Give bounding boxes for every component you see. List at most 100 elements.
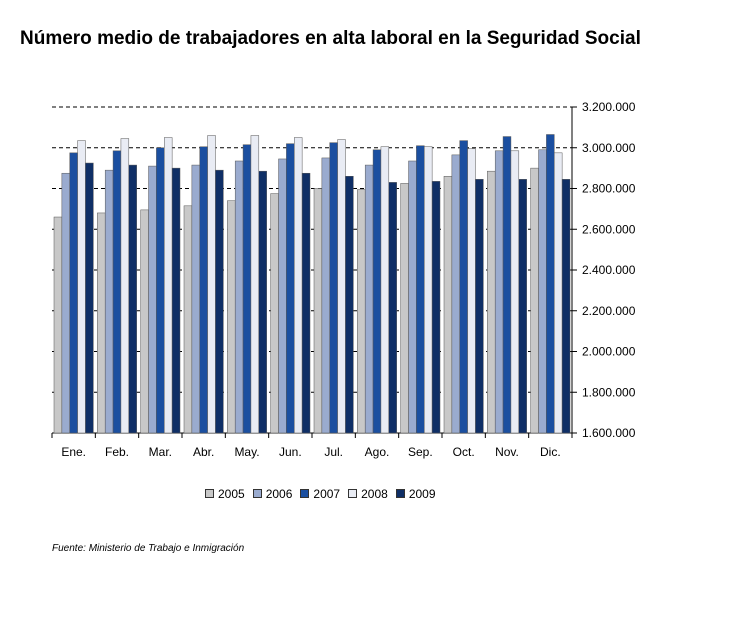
- bar-2006-May.: [234, 160, 244, 434]
- x-tick-label: Sep.: [408, 445, 433, 459]
- bar-2006-Nov.: [494, 150, 504, 434]
- source-note: Fuente: Ministerio de Trabajo e Inmigrac…: [52, 543, 245, 554]
- legend-label: 2008: [361, 487, 388, 501]
- x-tick-label: Ago.: [365, 445, 390, 459]
- bar-2008-Jun.: [294, 137, 303, 434]
- y-tick-label: 2.000.000: [582, 345, 636, 359]
- bar-2009-Sep.: [431, 181, 441, 434]
- y-tick-label: 3.000.000: [582, 141, 636, 155]
- bar-2005-Nov.: [487, 170, 496, 434]
- bar-2008-May.: [250, 135, 260, 434]
- bar-2005-Oct.: [443, 176, 453, 434]
- bar-2006-Abr.: [191, 164, 200, 434]
- bar-2007-Oct.: [459, 140, 468, 434]
- bar-2009-Jun.: [301, 172, 311, 434]
- bar-2008-Oct.: [467, 148, 476, 434]
- legend-swatch: [252, 489, 262, 498]
- bar-2007-Nov.: [502, 136, 512, 434]
- legend-label: 2006: [265, 487, 293, 501]
- bar-2008-Ene.: [77, 140, 86, 434]
- bar-2007-Sep.: [416, 145, 425, 434]
- bar-2007-Feb.: [112, 150, 122, 434]
- x-tick-label: Feb.: [105, 445, 129, 459]
- x-tick-label: Abr.: [193, 445, 214, 459]
- bar-2005-Jul.: [313, 188, 323, 434]
- bar-2005-Abr.: [183, 205, 193, 434]
- legend-item-2008: 2008: [348, 487, 388, 501]
- bar-2009-Nov.: [518, 179, 527, 434]
- bar-2007-Ene.: [69, 152, 78, 434]
- bar-2008-Feb.: [120, 138, 130, 434]
- bar-2008-Ago.: [380, 146, 390, 434]
- y-tick-label: 2.800.000: [582, 182, 636, 196]
- legend-item-2006: 2006: [252, 487, 293, 501]
- bar-2008-Mar.: [164, 137, 173, 434]
- bar-2006-Oct.: [451, 154, 460, 434]
- bar-2006-Feb.: [104, 169, 114, 434]
- bar-2009-Ago.: [388, 182, 397, 434]
- x-tick-label: Mar.: [149, 445, 172, 459]
- x-tick-label: Jun.: [279, 445, 302, 459]
- legend-label: 2005: [218, 487, 245, 501]
- bar-2006-Mar.: [148, 165, 157, 434]
- chart-legend: 2005 2006 2007 2008 2009: [205, 487, 444, 501]
- bar-2005-Ago.: [357, 189, 366, 434]
- bar-2005-Dic.: [530, 167, 539, 434]
- bar-2007-Jun.: [286, 143, 295, 434]
- legend-swatch: [205, 489, 214, 498]
- y-tick-label: 1.800.000: [582, 385, 636, 399]
- bar-2006-Ene.: [61, 172, 70, 434]
- bar-2006-Sep.: [408, 160, 417, 434]
- y-tick-label: 1.600.000: [582, 426, 636, 440]
- legend-label: 2009: [408, 487, 436, 501]
- bar-2008-Sep.: [424, 146, 433, 434]
- bar-2007-Jul.: [329, 142, 338, 434]
- x-tick-label: Jul.: [324, 445, 343, 459]
- bar-2009-Ene.: [85, 162, 94, 434]
- legend-label: 2007: [313, 487, 341, 501]
- y-tick-label: 2.400.000: [582, 263, 636, 277]
- bar-2008-Nov.: [510, 150, 520, 434]
- legend-item-2009: 2009: [395, 487, 436, 501]
- legend-item-2007: 2007: [300, 487, 340, 501]
- bar-2005-Mar.: [140, 209, 149, 434]
- bar-2009-Abr.: [215, 169, 224, 434]
- y-tick-label: 3.200.000: [582, 100, 636, 114]
- legend-swatch: [300, 489, 310, 498]
- bar-2005-Jun.: [270, 193, 279, 434]
- bar-2005-Sep.: [400, 183, 409, 434]
- y-tick-label: 2.600.000: [582, 222, 636, 236]
- x-tick-label: Nov.: [495, 445, 519, 459]
- legend-swatch: [395, 489, 405, 498]
- bar-2008-Jul.: [337, 139, 346, 434]
- bar-2005-May.: [227, 200, 236, 434]
- bar-2007-Mar.: [156, 147, 165, 434]
- bar-2008-Dic.: [554, 152, 563, 434]
- bar-2005-Ene.: [53, 216, 63, 434]
- bar-2006-Jul.: [321, 157, 330, 434]
- bar-2009-Mar.: [171, 167, 181, 434]
- bar-2009-Feb.: [128, 164, 137, 434]
- bar-2006-Jun.: [278, 158, 287, 434]
- x-tick-label: May.: [234, 445, 259, 459]
- bar-2006-Ago.: [364, 164, 374, 434]
- x-tick-label: Oct.: [453, 445, 475, 459]
- bar-2007-Abr.: [199, 146, 208, 434]
- bar-2007-May.: [242, 144, 252, 434]
- bar-2005-Feb.: [97, 212, 106, 434]
- bar-2009-Oct.: [475, 179, 484, 434]
- bar-2009-Dic.: [561, 179, 571, 434]
- chart-title: Número medio de trabajadores en alta lab…: [20, 28, 641, 49]
- legend-swatch: [348, 489, 358, 498]
- bar-2007-Ago.: [372, 149, 382, 434]
- x-tick-label: Ene.: [61, 445, 86, 459]
- x-tick-label: Dic.: [540, 445, 561, 459]
- y-tick-label: 2.200.000: [582, 304, 636, 318]
- bar-2008-Abr.: [207, 135, 216, 434]
- bar-2007-Dic.: [546, 134, 555, 434]
- bar-2009-Jul.: [345, 176, 354, 434]
- bar-2006-Dic.: [538, 149, 547, 434]
- bar-2009-May.: [258, 170, 267, 434]
- legend-item-2005: 2005: [205, 487, 245, 501]
